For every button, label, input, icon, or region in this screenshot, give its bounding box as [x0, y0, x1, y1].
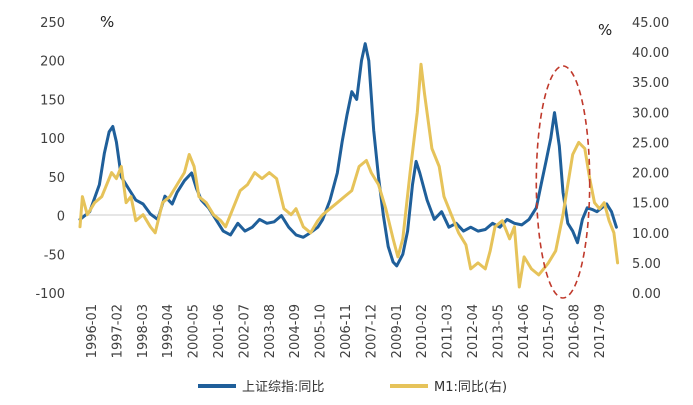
right-tick-label: 0.00 [632, 287, 661, 302]
left-tick-label: -50 [44, 248, 65, 263]
x-tick-label: 1996-01 [85, 304, 100, 358]
x-tick-label: 2014-06 [517, 304, 532, 358]
legend-label-1: 上证综指:同比 [242, 380, 324, 395]
left-tick-label: 0 [57, 210, 65, 225]
x-tick-label: 2001-06 [212, 304, 227, 358]
series-line-shanghai-composite [78, 42, 618, 268]
x-tick-label: 2010-02 [415, 304, 430, 358]
right-tick-label: 30.00 [632, 106, 669, 121]
x-tick-label: 2017-09 [593, 304, 608, 358]
highlight-ellipse [535, 65, 591, 299]
right-tick-label: 10.00 [632, 227, 669, 242]
x-tick-label: 2007-12 [364, 304, 379, 358]
right-tick-label: 25.00 [632, 136, 669, 151]
x-tick-label: 2009-01 [390, 304, 405, 358]
x-tick-label: 1997-02 [110, 304, 125, 358]
left-axis-unit: % [100, 13, 114, 31]
x-tick-label: 2012-04 [466, 304, 481, 358]
right-tick-label: 40.00 [632, 46, 669, 61]
x-tick-label: 2015-07 [542, 304, 557, 358]
x-tick-label: 2013-05 [491, 304, 506, 358]
x-tick-label: 2003-08 [263, 304, 278, 358]
x-tick-label: 2000-05 [187, 304, 202, 358]
x-tick-label: 2002-07 [237, 304, 252, 358]
left-tick-label: 50 [48, 171, 65, 186]
x-axis-ticks: 1996-01 1997-02 1998-03 1999-04 2000-05 2001-… [85, 304, 608, 358]
legend: 上证综指:同比 M1:同比(右) [198, 380, 507, 395]
x-tick-label: 1999-04 [161, 304, 176, 358]
right-tick-label: 5.00 [632, 257, 661, 272]
legend-label-2: M1:同比(右) [434, 380, 507, 395]
x-tick-label: 2016-08 [568, 304, 583, 358]
left-tick-label: 250 [40, 16, 65, 31]
x-tick-label: 2004-09 [288, 304, 303, 358]
x-tick-label: 2005-10 [314, 304, 329, 358]
right-tick-label: 15.00 [632, 197, 669, 212]
left-tick-label: 100 [40, 132, 65, 147]
left-tick-label: 150 [40, 93, 65, 108]
x-tick-label: 2011-03 [441, 304, 456, 358]
right-axis-ticks: 45.00 40.00 35.00 30.00 25.00 20.00 15.00 10.00… [632, 16, 669, 302]
right-axis-unit: % [598, 21, 612, 39]
right-tick-label: 20.00 [632, 167, 669, 182]
right-tick-label: 35.00 [632, 76, 669, 91]
series-group [78, 42, 620, 289]
x-tick-label: 1998-03 [136, 304, 151, 358]
left-tick-label: 200 [40, 55, 65, 70]
left-axis-ticks: 250 200 150 100 50 0 -50 -100 [35, 16, 65, 302]
left-tick-label: -100 [35, 287, 65, 302]
x-tick-label: 2006-11 [339, 304, 354, 358]
series-line-m1 [78, 62, 620, 289]
right-tick-label: 45.00 [632, 16, 669, 31]
